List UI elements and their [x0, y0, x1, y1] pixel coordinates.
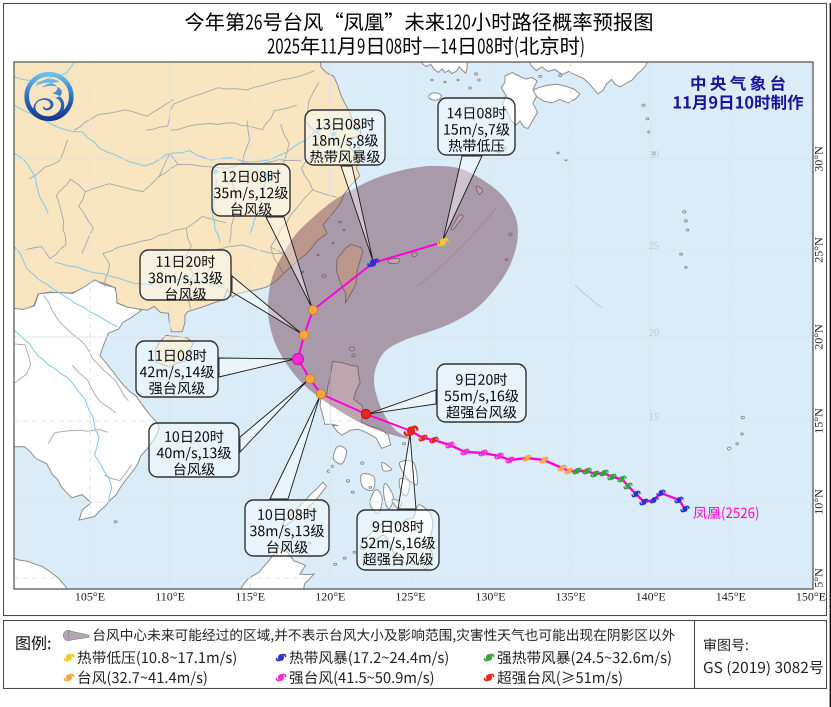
- svg-text:30: 30: [649, 150, 660, 161]
- svg-text:20: 20: [649, 328, 660, 339]
- svg-text:30°N: 30°N: [812, 146, 826, 172]
- svg-text:135°E: 135°E: [556, 590, 586, 604]
- svg-text:105°E: 105°E: [75, 590, 105, 604]
- svg-text:15: 15: [649, 412, 660, 423]
- svg-text:150°E: 150°E: [796, 590, 826, 604]
- svg-text:25: 25: [649, 241, 660, 252]
- svg-text:110°E: 110°E: [155, 590, 185, 604]
- svg-text:145°E: 145°E: [716, 590, 746, 604]
- svg-text:25°N: 25°N: [812, 237, 826, 263]
- svg-text:125°E: 125°E: [395, 590, 425, 604]
- svg-text:130°E: 130°E: [475, 590, 505, 604]
- svg-text:120°E: 120°E: [315, 590, 345, 604]
- svg-text:10°N: 10°N: [812, 489, 826, 515]
- svg-text:115°E: 115°E: [235, 590, 265, 604]
- svg-text:5°N: 5°N: [812, 568, 826, 588]
- svg-text:140°E: 140°E: [636, 590, 666, 604]
- svg-text:20°N: 20°N: [812, 324, 826, 350]
- svg-text:15°N: 15°N: [812, 408, 826, 434]
